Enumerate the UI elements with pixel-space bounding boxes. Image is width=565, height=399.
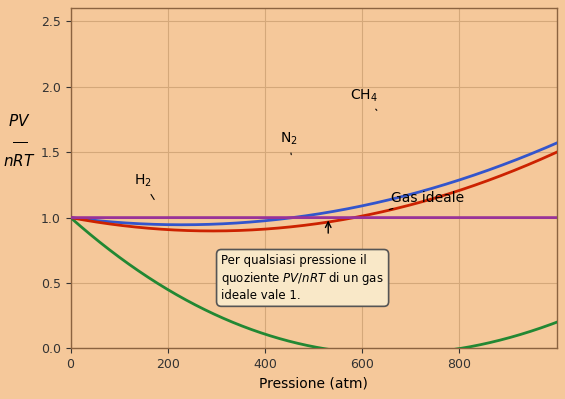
Text: $\overline{\quad}$: $\overline{\quad}$ xyxy=(12,134,27,148)
Text: N$_2$: N$_2$ xyxy=(280,131,297,155)
Text: $PV$: $PV$ xyxy=(8,113,31,128)
Text: Gas ideale: Gas ideale xyxy=(389,191,464,209)
Text: CH$_4$: CH$_4$ xyxy=(350,88,378,111)
Text: Per qualsiasi pressione il
quoziente $PV/nRT$ di un gas
ideale vale 1.: Per qualsiasi pressione il quoziente $PV… xyxy=(221,254,384,302)
Text: H$_2$: H$_2$ xyxy=(134,173,154,200)
Text: $nRT$: $nRT$ xyxy=(3,153,36,169)
X-axis label: Pressione (atm): Pressione (atm) xyxy=(259,377,368,391)
